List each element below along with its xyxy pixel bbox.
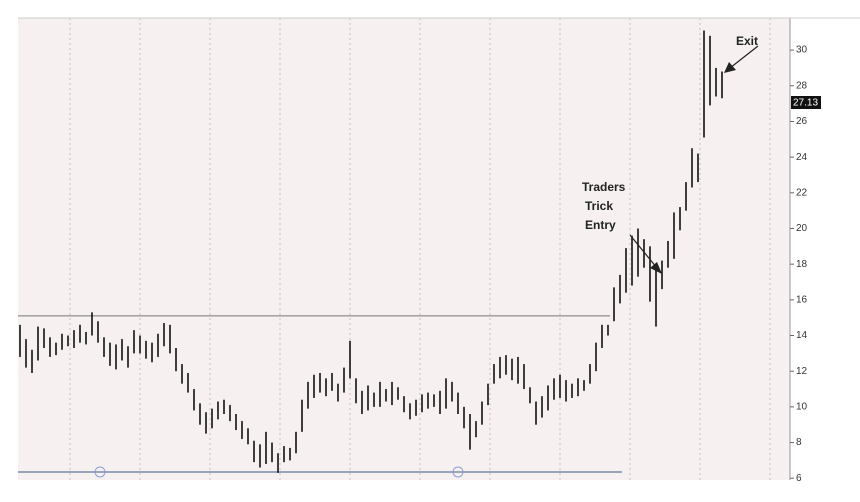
y-tick-label: 12 <box>796 366 808 377</box>
last-price-label: 27.13 <box>793 98 818 109</box>
annotation: Exit <box>736 34 758 48</box>
y-tick-label: 24 <box>796 152 808 163</box>
y-tick-label: 10 <box>796 402 808 413</box>
y-tick-label: 16 <box>796 294 808 305</box>
y-tick-label: 22 <box>796 187 808 198</box>
marker <box>94 466 106 478</box>
y-tick-label: 14 <box>796 330 808 341</box>
grid <box>18 18 794 480</box>
arrowhead <box>724 62 736 73</box>
annotation: Entry <box>585 218 616 232</box>
y-tick-label: 20 <box>796 223 808 234</box>
arrow <box>629 234 658 269</box>
y-tick-label: 30 <box>796 45 808 56</box>
y-tick-label: 28 <box>796 80 808 91</box>
y-tick-label: 18 <box>796 259 808 270</box>
arrowhead <box>650 262 662 274</box>
y-tick-label: 26 <box>796 116 808 127</box>
bars <box>19 30 723 473</box>
marker <box>452 466 464 478</box>
y-tick-label: 8 <box>796 437 802 448</box>
annotation: Traders <box>582 180 626 194</box>
arrow <box>729 45 759 69</box>
last-price-box <box>791 96 821 109</box>
annotation: Trick <box>585 199 613 213</box>
y-tick-label: 6 <box>796 473 802 484</box>
